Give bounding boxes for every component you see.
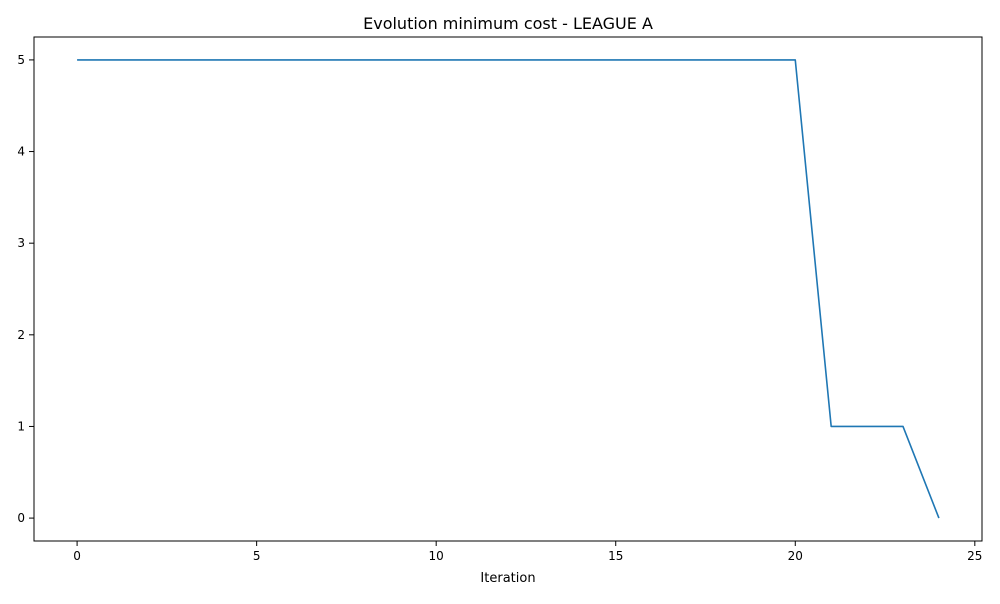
x-tick-label: 15 [608, 549, 623, 563]
data-point [471, 59, 473, 61]
data-point [148, 59, 150, 61]
y-tick-label: 1 [17, 419, 25, 433]
data-point [256, 59, 258, 61]
data-point [364, 59, 366, 61]
data-point [543, 59, 545, 61]
x-tick-label: 5 [253, 549, 261, 563]
data-point [112, 59, 114, 61]
data-point [435, 59, 437, 61]
x-axis-label: Iteration [480, 571, 535, 586]
y-tick-label: 3 [17, 236, 25, 250]
x-tick-label: 20 [788, 549, 803, 563]
y-tick-label: 4 [17, 145, 25, 159]
chart-title: Evolution minimum cost - LEAGUE A [363, 14, 653, 33]
data-point [902, 426, 904, 428]
data-point [615, 59, 617, 61]
data-point [687, 59, 689, 61]
y-tick-label: 2 [17, 328, 25, 342]
data-point [220, 59, 222, 61]
x-tick-label: 25 [967, 549, 982, 563]
data-point [328, 59, 330, 61]
plot-area-frame [33, 36, 983, 542]
data-point [399, 59, 401, 61]
data-point [866, 426, 868, 428]
data-point [759, 59, 761, 61]
data-point [830, 426, 832, 428]
data-point [184, 59, 186, 61]
series-layer [76, 59, 940, 519]
y-tick-label: 5 [17, 53, 25, 67]
series-line-0 [77, 59, 940, 519]
axis-layer: 0 5 10 15 20 25 0 1 2 3 4 5 [17, 53, 982, 563]
data-point [723, 59, 725, 61]
data-point [292, 59, 294, 61]
x-tick-label: 0 [73, 549, 81, 563]
data-point [507, 59, 509, 61]
data-point [579, 59, 581, 61]
data-point [76, 59, 78, 61]
data-point [938, 517, 940, 519]
x-tick-label: 10 [429, 549, 444, 563]
y-tick-label: 0 [17, 511, 25, 525]
data-point [651, 59, 653, 61]
data-point [794, 59, 796, 61]
